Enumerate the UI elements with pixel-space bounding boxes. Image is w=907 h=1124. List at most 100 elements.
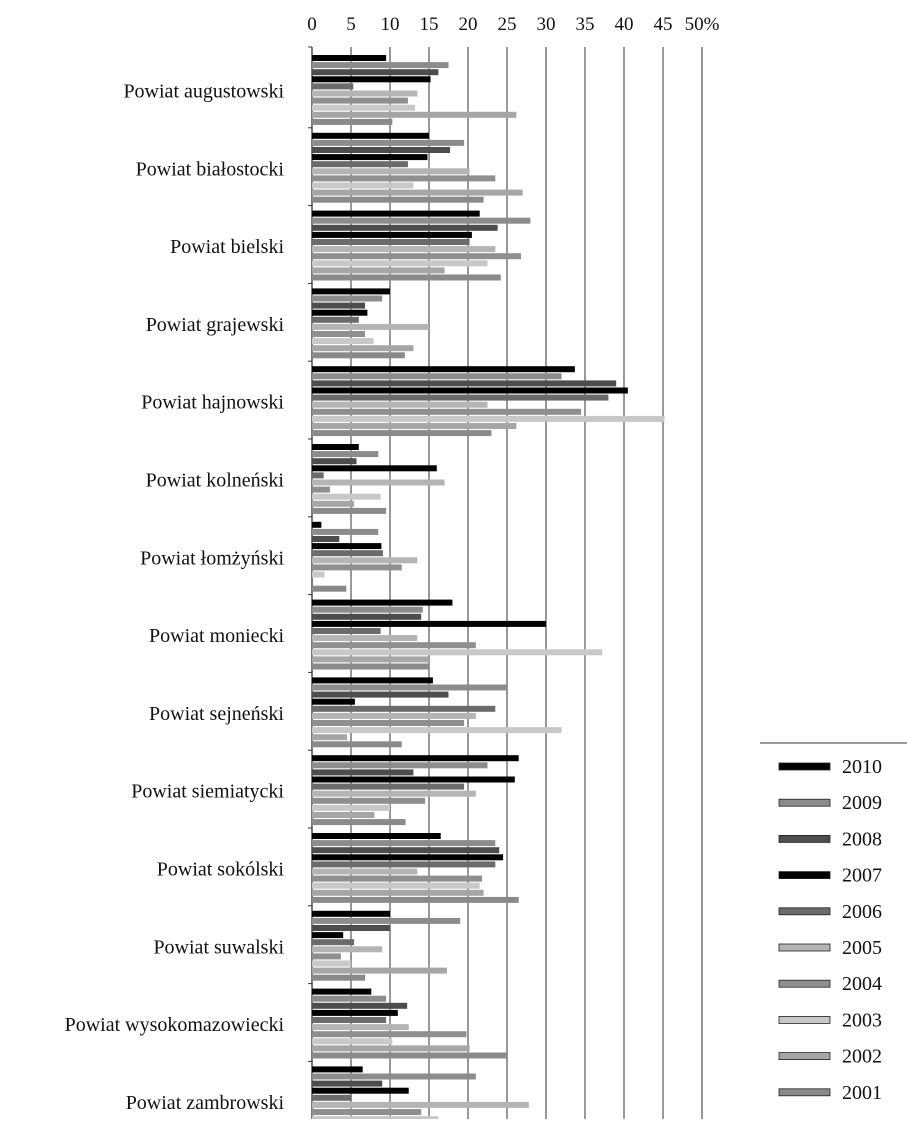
x-tick-label: 15 <box>420 14 439 35</box>
legend-label: 2007 <box>842 865 882 887</box>
legend-swatch <box>778 762 831 771</box>
bar-2005 <box>312 635 418 642</box>
bar-2002 <box>312 812 375 818</box>
bar-2001 <box>312 352 405 359</box>
bar-2001 <box>312 663 429 670</box>
bar-2009 <box>312 995 387 1002</box>
bar-2002 <box>312 267 445 274</box>
bar-2006 <box>312 239 470 245</box>
bar-2010 <box>312 988 372 995</box>
bar-2002 <box>312 345 414 352</box>
bar-2001 <box>312 819 406 826</box>
bar-2008 <box>312 847 500 854</box>
bar-2003 <box>312 104 415 111</box>
bar-2009 <box>312 295 383 302</box>
bar-2004 <box>312 953 341 960</box>
legend-label: 2001 <box>842 1082 882 1104</box>
bar-2010 <box>312 755 519 762</box>
x-tick-label: 50% <box>685 14 720 35</box>
bar-2007 <box>312 620 546 627</box>
legend-label: 2009 <box>842 792 882 814</box>
bar-2007 <box>312 387 628 394</box>
bar-2010 <box>312 1066 363 1073</box>
bar-2008 <box>312 536 340 542</box>
bar-2008 <box>312 769 414 776</box>
bar-2008 <box>312 1080 383 1087</box>
legend-swatch <box>778 907 831 916</box>
bar-2007 <box>312 543 382 550</box>
bar-2005 <box>312 868 418 875</box>
bar-2005 <box>312 168 470 175</box>
bar-2008 <box>312 458 357 465</box>
bar-2008 <box>312 380 617 387</box>
bar-2010 <box>312 521 322 528</box>
legend-swatch <box>778 835 831 843</box>
bar-2010 <box>312 677 433 684</box>
bar-2006 <box>312 394 609 401</box>
bar-2010 <box>312 444 359 450</box>
legend-label: 2002 <box>842 1046 882 1068</box>
legend: 2010 2009 2008 2007 2006 2005 2004 2003 2002 2001 <box>760 742 907 1104</box>
bar-2001 <box>312 741 402 748</box>
bar-2008 <box>312 925 390 931</box>
bar-2003 <box>312 882 480 889</box>
bar-2008 <box>312 691 449 698</box>
category-label: Powiat kolneński <box>146 470 285 492</box>
bar-2005 <box>312 712 476 719</box>
x-tick-label: 30 <box>537 14 556 35</box>
bar-2007 <box>312 76 431 83</box>
bar-2006 <box>312 783 465 790</box>
grid-layer <box>311 47 703 1119</box>
legend-swatch <box>778 943 831 952</box>
bar-2009 <box>312 840 496 847</box>
bar-2002 <box>312 889 484 896</box>
bar-2003 <box>312 493 381 500</box>
bar-2009 <box>312 451 379 458</box>
bars-layer <box>312 55 665 1124</box>
bar-2006 <box>312 628 381 634</box>
legend-swatch <box>778 871 831 879</box>
bar-2004 <box>312 1031 467 1038</box>
bar-2010 <box>312 599 453 606</box>
bar-2004 <box>312 408 582 415</box>
bar-2001 <box>312 118 393 125</box>
bar-2009 <box>312 373 562 380</box>
bar-2007 <box>312 154 428 161</box>
legend-swatch <box>778 1016 831 1024</box>
bar-2001 <box>312 585 347 592</box>
legend-swatch <box>778 1088 831 1097</box>
bar-2002 <box>312 967 447 974</box>
bar-2003 <box>312 727 562 734</box>
bar-2007 <box>312 932 344 939</box>
bar-2004 <box>312 875 483 882</box>
bar-2005 <box>312 557 418 564</box>
bar-2006 <box>312 316 359 323</box>
bar-2002 <box>312 1045 470 1052</box>
bar-2001 <box>312 196 484 203</box>
bar-2006 <box>312 705 496 712</box>
bar-2002 <box>312 189 523 196</box>
bar-2010 <box>312 55 387 61</box>
bar-2009 <box>312 62 449 69</box>
bar-2009 <box>312 606 423 613</box>
bar-2009 <box>312 684 507 691</box>
bar-2007 <box>312 231 472 238</box>
bar-2007 <box>312 1087 409 1094</box>
bar-2001 <box>312 430 492 437</box>
category-label: Powiat augustowski <box>123 81 284 103</box>
legend-label: 2004 <box>842 973 882 995</box>
category-label: Powiat grajewski <box>146 314 285 336</box>
bar-2009 <box>312 917 461 924</box>
category-label: Powiat sokólski <box>157 859 285 881</box>
bar-2008 <box>312 613 422 620</box>
bar-2010 <box>312 910 390 917</box>
bar-2001 <box>312 507 387 514</box>
category-label: Powiat białostocki <box>136 158 285 180</box>
bar-2008 <box>312 69 439 76</box>
category-label: Powiat sejneński <box>149 703 284 725</box>
bar-2003 <box>312 338 374 345</box>
legend-swatch <box>778 798 831 807</box>
x-tick-label: 45 <box>654 14 673 35</box>
